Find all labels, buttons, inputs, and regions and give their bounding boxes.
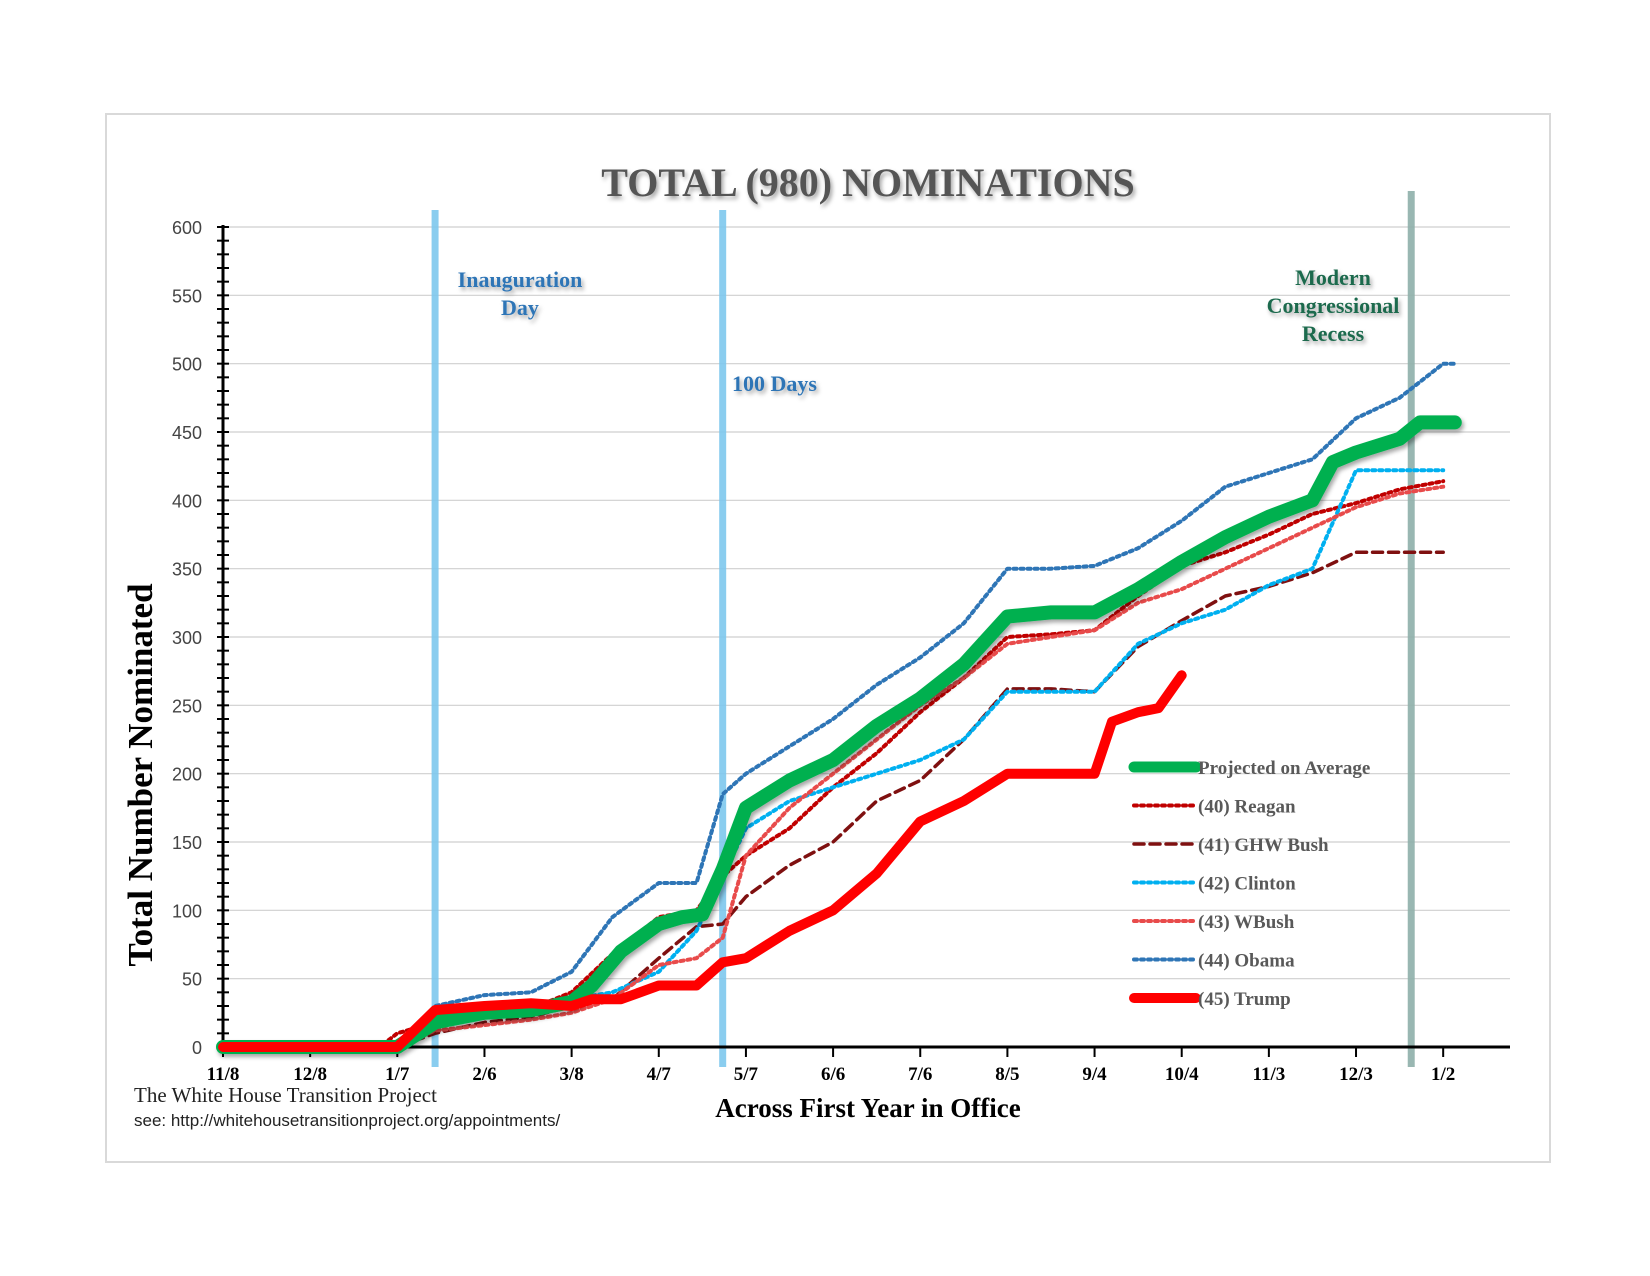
legend-label: (45) Trump: [1198, 989, 1291, 1010]
series-line--44-obama: [221, 361, 1457, 1049]
x-tick-label: 6/6: [821, 1064, 845, 1085]
y-tick-label-200: 200: [172, 765, 202, 785]
x-tick-label: 8/5: [995, 1064, 1019, 1085]
x-tick-label: 11/8: [207, 1064, 240, 1085]
y-tick-label-400: 400: [172, 491, 202, 511]
x-tick-label: 12/3: [1339, 1064, 1373, 1085]
x-tick-label: 4/7: [647, 1064, 672, 1085]
legend-label: (42) Clinton: [1198, 874, 1296, 895]
y-tick-label-50: 50: [182, 970, 202, 990]
x-tick-label: 2/6: [472, 1064, 496, 1085]
x-tick-label: 1/7: [385, 1064, 410, 1085]
y-tick-label-300: 300: [172, 628, 202, 648]
x-tick-label: 7/6: [908, 1064, 932, 1085]
legend-label: (40) Reagan: [1198, 797, 1296, 818]
x-tick-label: 3/8: [559, 1064, 583, 1085]
source-url: see: http://whitehousetransitionproject.…: [134, 1111, 561, 1130]
annotation-100-days: 100 Days: [732, 371, 817, 396]
y-tick-label-250: 250: [172, 696, 202, 716]
y-tick-label-150: 150: [172, 833, 202, 853]
y-tick-label-450: 450: [172, 423, 202, 443]
legend-label: (43) WBush: [1198, 912, 1295, 933]
legend-label: Projected on Average: [1198, 758, 1370, 779]
series-line--45-trump: [218, 670, 1187, 1052]
annotation-congressional-recess: Modern Congressional Recess: [1267, 265, 1400, 346]
legend-label: (44) Obama: [1198, 951, 1295, 972]
x-tick-label: 9/4: [1082, 1064, 1107, 1085]
annotation-inauguration-day: Inauguration Day: [458, 267, 583, 320]
y-tick-label-100: 100: [172, 901, 202, 921]
x-tick-label: 11/3: [1253, 1064, 1286, 1085]
series-line--43-wbush: [221, 484, 1446, 1049]
x-tick-label: 5/7: [734, 1064, 759, 1085]
y-axis-label: Total Number Nominated: [121, 583, 160, 967]
y-tick-label-350: 350: [172, 560, 202, 580]
y-tick-label-500: 500: [172, 355, 202, 375]
source-credit: The White House Transition Project: [134, 1083, 437, 1107]
y-tick-label-600: 600: [172, 218, 202, 238]
x-axis-label: Across First Year in Office: [715, 1093, 1020, 1123]
legend-label: (41) GHW Bush: [1198, 835, 1329, 856]
chart-title: TOTAL (980) NOMINATIONS: [601, 160, 1134, 205]
x-tick-label: 12/8: [293, 1064, 327, 1085]
chart-frame: [105, 113, 1551, 1163]
x-tick-label: 10/4: [1165, 1064, 1199, 1085]
y-tick-label-0: 0: [192, 1038, 202, 1058]
x-tick-label: 1/2: [1431, 1064, 1455, 1085]
y-tick-label-550: 550: [172, 286, 202, 306]
